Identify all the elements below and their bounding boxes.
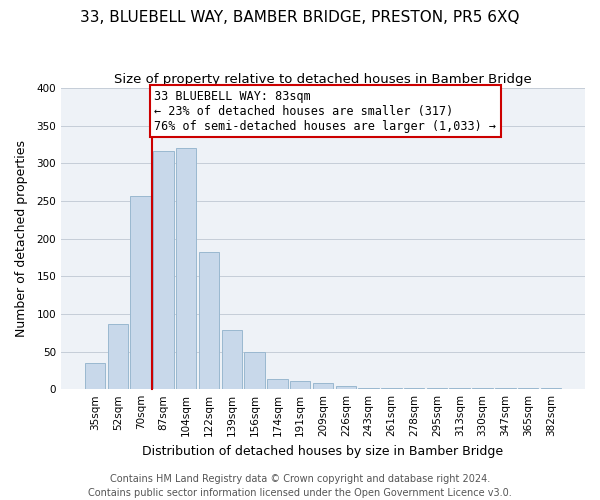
Text: 33 BLUEBELL WAY: 83sqm
← 23% of detached houses are smaller (317)
76% of semi-de: 33 BLUEBELL WAY: 83sqm ← 23% of detached… (154, 90, 496, 132)
Text: Contains HM Land Registry data © Crown copyright and database right 2024.
Contai: Contains HM Land Registry data © Crown c… (88, 474, 512, 498)
Bar (404, 388, 424, 389)
Bar (244, 352, 265, 389)
Bar (518, 388, 538, 389)
Bar (290, 381, 310, 389)
Bar (313, 383, 333, 389)
Text: 33, BLUEBELL WAY, BAMBER BRIDGE, PRESTON, PR5 6XQ: 33, BLUEBELL WAY, BAMBER BRIDGE, PRESTON… (80, 10, 520, 25)
Bar (153, 150, 173, 389)
Title: Size of property relative to detached houses in Bamber Bridge: Size of property relative to detached ho… (114, 72, 532, 86)
Bar (541, 388, 561, 389)
Bar (199, 252, 219, 389)
Bar (85, 363, 105, 389)
Bar (381, 388, 401, 389)
X-axis label: Distribution of detached houses by size in Bamber Bridge: Distribution of detached houses by size … (142, 444, 503, 458)
Bar (130, 196, 151, 389)
Bar (176, 148, 196, 389)
Bar (221, 330, 242, 389)
Y-axis label: Number of detached properties: Number of detached properties (15, 140, 28, 337)
Bar (427, 388, 447, 389)
Bar (472, 388, 493, 389)
Bar (495, 388, 515, 389)
Bar (107, 324, 128, 389)
Bar (449, 388, 470, 389)
Bar (267, 378, 287, 389)
Bar (335, 386, 356, 389)
Bar (358, 388, 379, 389)
